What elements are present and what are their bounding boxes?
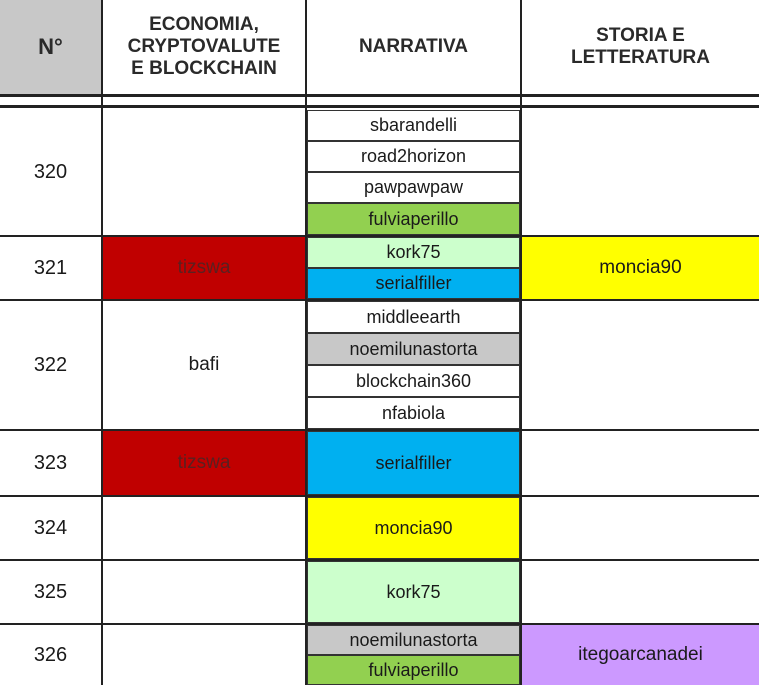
narrativa-name: sbarandelli: [307, 110, 520, 141]
header-storia: STORIA E LETTERATURA: [571, 25, 710, 68]
narrativa-name: kork75: [307, 561, 520, 623]
column-divider: [305, 0, 307, 685]
narrativa-name: noemilunastorta: [307, 625, 520, 655]
header-narrativa: NARRATIVA: [358, 36, 469, 57]
row-divider: [0, 235, 759, 237]
column-divider: [101, 0, 103, 685]
header-divider: [0, 94, 759, 97]
row-number: 325: [33, 580, 68, 603]
narrativa-name: serialfiller: [307, 431, 520, 495]
narrativa-name: fulviaperillo: [307, 655, 520, 685]
row-divider: [0, 559, 759, 561]
narrativa-name: noemilunastorta: [307, 333, 520, 365]
row-divider: [0, 429, 759, 431]
row-number: 322: [33, 353, 68, 376]
economia-name: bafi: [188, 354, 220, 375]
row-divider: [0, 299, 759, 301]
column-divider: [520, 0, 522, 685]
header-divider: [0, 105, 759, 108]
narrativa-name: kork75: [307, 237, 520, 268]
economia-name: tizswa: [103, 237, 305, 299]
narrativa-name: road2horizon: [307, 141, 520, 172]
row-number: 321: [33, 256, 68, 279]
narrativa-name: serialfiller: [307, 268, 520, 299]
narrativa-name: pawpawpaw: [307, 172, 520, 203]
storia-name: moncia90: [522, 237, 759, 299]
economia-name: tizswa: [103, 431, 305, 495]
row-number: 320: [33, 161, 68, 183]
narrativa-name: fulviaperillo: [307, 203, 520, 235]
row-number: 324: [33, 516, 68, 539]
narrativa-name: middleearth: [307, 301, 520, 333]
row-number: 326: [33, 643, 68, 666]
narrativa-name: blockchain360: [307, 365, 520, 397]
row-number: 323: [33, 451, 68, 474]
row-divider: [0, 623, 759, 625]
narrativa-name: nfabiola: [307, 397, 520, 429]
storia-name: itegoarcanadei: [522, 625, 759, 685]
narrativa-name: moncia90: [307, 497, 520, 559]
header-economia: ECONOMIA, CRYPTOVALUTE E BLOCKCHAIN: [127, 14, 281, 79]
row-divider: [0, 495, 759, 497]
header-number: N°: [0, 0, 101, 94]
